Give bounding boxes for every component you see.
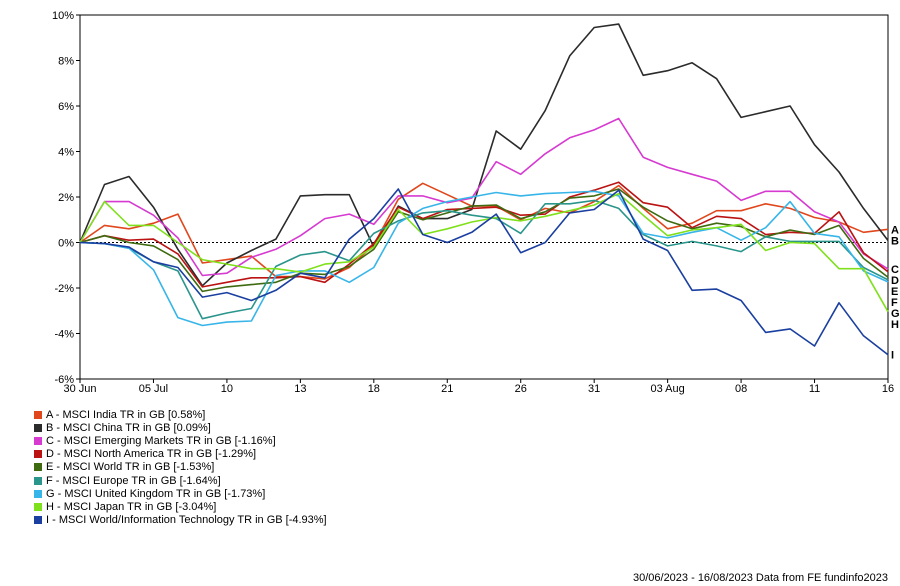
x-tick-label: 08	[735, 383, 747, 395]
series-end-label-i: I	[891, 350, 894, 362]
legend-item: D - MSCI North America TR in GB [-1.29%]	[34, 448, 327, 461]
x-tick-label: 13	[294, 383, 306, 395]
series-end-label-e: E	[891, 286, 898, 298]
legend-item: C - MSCI Emerging Markets TR in GB [-1.1…	[34, 434, 327, 447]
series-end-label-c: C	[891, 264, 899, 276]
y-tick-label: 8%	[58, 56, 74, 68]
x-tick-label: 26	[515, 383, 527, 395]
series-line-e	[79, 188, 889, 293]
legend-swatch	[34, 436, 42, 445]
y-tick-label: -6%	[54, 374, 74, 386]
x-tick-label: 10	[221, 383, 233, 395]
x-tick-label: 21	[441, 383, 453, 395]
x-tick-label: 31	[588, 383, 600, 395]
series-end-label-g: G	[891, 308, 900, 320]
legend-item: I - MSCI World/Information Technology TR…	[34, 514, 327, 527]
y-tick-label: 0%	[58, 238, 74, 250]
legend-item: F - MSCI Europe TR in GB [-1.64%]	[34, 474, 327, 487]
series-line-f	[79, 199, 889, 320]
series-line-g	[79, 190, 889, 327]
legend-label: H - MSCI Japan TR in GB [-3.04%]	[46, 500, 217, 513]
legend-label: A - MSCI India TR in GB [0.58%]	[46, 408, 206, 421]
series-line-d	[79, 181, 889, 288]
legend-item: H - MSCI Japan TR in GB [-3.04%]	[34, 500, 327, 513]
series-end-label-a: A	[891, 224, 899, 236]
legend-label: C - MSCI Emerging Markets TR in GB [-1.1…	[46, 434, 276, 447]
legend-swatch	[34, 502, 42, 511]
x-tick-label: 16	[882, 383, 894, 395]
series-line-h	[79, 192, 889, 313]
y-tick-label: -4%	[54, 329, 74, 341]
series-end-label-d: D	[891, 275, 899, 287]
y-tick-label: 6%	[58, 101, 74, 113]
series-end-label-b: B	[891, 235, 899, 247]
x-tick-label: 18	[368, 383, 380, 395]
legend-label: E - MSCI World TR in GB [-1.53%]	[46, 461, 215, 474]
y-tick-label: -2%	[54, 283, 74, 295]
legend-swatch	[34, 450, 42, 459]
legend-swatch	[34, 516, 42, 525]
series-line-b	[79, 23, 889, 287]
x-tick-label: 03 Aug	[651, 383, 685, 395]
series-line-a	[79, 182, 889, 280]
series-line-i	[79, 188, 889, 356]
series-end-label-f: F	[891, 297, 898, 309]
legend: A - MSCI India TR in GB [0.58%] B - MSCI …	[34, 408, 327, 527]
footer-source-text: 30/06/2023 - 16/08/2023 Data from FE fun…	[632, 572, 888, 584]
legend-item: B - MSCI China TR in GB [0.09%]	[34, 421, 327, 434]
legend-label: G - MSCI United Kingdom TR in GB [-1.73%…	[46, 487, 266, 500]
legend-swatch	[34, 423, 42, 432]
y-tick-label: 10%	[52, 10, 74, 22]
legend-label: F - MSCI Europe TR in GB [-1.64%]	[46, 474, 221, 487]
x-tick-label: 11	[809, 383, 820, 395]
series-line-c	[79, 117, 889, 277]
series-end-label-h: H	[891, 319, 899, 331]
legend-item: G - MSCI United Kingdom TR in GB [-1.73%…	[34, 487, 327, 500]
legend-label: B - MSCI China TR in GB [0.09%]	[46, 421, 211, 434]
plot-area: -6% -4% -2% 0% 2% 4% 6% 8% 10% 30 Jun 05 Jul 10 13 18…	[52, 10, 900, 395]
y-tick-label: 2%	[58, 192, 74, 204]
legend-swatch	[34, 489, 42, 498]
legend-label: D - MSCI North America TR in GB [-1.29%]	[46, 448, 257, 461]
y-tick-label: 4%	[58, 147, 74, 159]
legend-swatch	[34, 410, 42, 419]
legend-swatch	[34, 476, 42, 485]
legend-label: I - MSCI World/Information Technology TR…	[46, 514, 327, 527]
x-tick-label: 05 Jul	[139, 383, 168, 395]
legend-item: E - MSCI World TR in GB [-1.53%]	[34, 461, 327, 474]
x-tick-label: 30 Jun	[63, 383, 96, 395]
legend-item: A - MSCI India TR in GB [0.58%]	[34, 408, 327, 421]
legend-swatch	[34, 463, 42, 472]
